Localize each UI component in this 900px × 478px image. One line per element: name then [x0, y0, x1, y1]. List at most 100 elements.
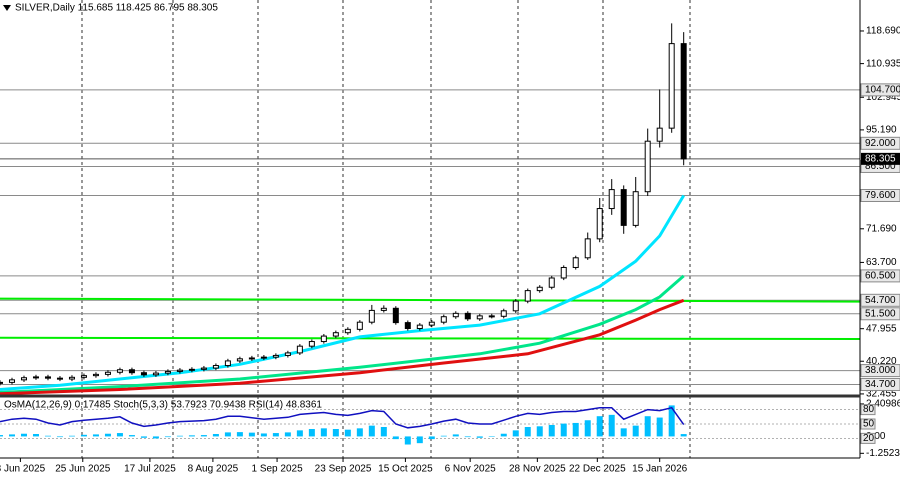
osma-bar [176, 435, 183, 437]
y-tick-label: 102.945 [866, 92, 900, 103]
candle-body [272, 354, 279, 358]
osma-bar [68, 435, 75, 437]
indicator-tick-label: -1.25236 [866, 448, 900, 459]
osma-bar [92, 434, 99, 437]
osma-bar [356, 428, 363, 437]
x-tick-label: 23 Sep 2025 [315, 464, 372, 475]
trendline [0, 336, 861, 341]
trendline [0, 297, 861, 303]
candle-body [632, 191, 639, 226]
osma-bar [464, 436, 471, 438]
osma-bar [560, 423, 567, 437]
osma-bar [296, 430, 303, 437]
candle-body [620, 189, 627, 226]
candle-body [248, 357, 255, 360]
osma-bar [188, 435, 195, 437]
candle-body [320, 335, 327, 343]
candle-body [0, 381, 3, 384]
osma-bar [164, 436, 171, 438]
rsi-tick-label: 50 [863, 419, 875, 430]
osma-bar [0, 435, 3, 437]
y-tick-label: 63.700 [866, 257, 897, 268]
level-label-box [860, 189, 900, 203]
candle-body [596, 208, 603, 240]
y-tick-label: 71.690 [866, 223, 897, 234]
y-tick-label: 32.455 [866, 389, 897, 400]
candle-body [152, 372, 159, 376]
candle-body [56, 377, 63, 380]
indicator-title: OsMA(12,26,9) 0.17485 Stoch(5,3,3) 53.79… [4, 400, 322, 411]
candle-body [20, 377, 27, 381]
osma-bar [56, 436, 63, 438]
candle-body [380, 307, 387, 311]
candle-body [200, 367, 207, 370]
osma-bar [140, 436, 147, 438]
rsi-tick-label: 20 [863, 433, 875, 444]
osma-bar [284, 432, 291, 437]
candle-body [92, 373, 99, 377]
candle-body [80, 375, 87, 378]
indicator-tick-label: 2.40986 [866, 399, 900, 410]
level-label: 38.000 [865, 365, 896, 376]
osma-bar [500, 433, 507, 437]
candle-body [44, 376, 51, 379]
candle-body [212, 365, 219, 369]
osma-bar [32, 434, 39, 437]
candle-body [236, 358, 243, 362]
osma-bar [572, 422, 579, 437]
x-tick-label: 15 Oct 2025 [378, 464, 433, 475]
rsi-tick-label: 80 [863, 404, 875, 415]
current-price-box [861, 152, 900, 165]
candle-body [116, 369, 123, 373]
osma-bar [44, 435, 51, 437]
candle-body [8, 379, 15, 383]
osma-bar [596, 416, 603, 437]
candle-body [428, 321, 435, 326]
rsi-tick-box [860, 404, 876, 416]
osma-bar [440, 435, 447, 437]
osma-bar [260, 433, 267, 437]
y-tick-label: 118.690 [866, 26, 900, 37]
candle-body [356, 321, 363, 330]
level-label: 54.700 [865, 295, 896, 306]
osma-bar [272, 433, 279, 437]
osma-bar [200, 435, 207, 437]
rsi-line [0, 406, 685, 429]
candle-body [500, 310, 507, 317]
osma-bar [608, 414, 615, 437]
osma-bar [584, 420, 591, 437]
rsi-tick-box [860, 418, 876, 430]
candle-body [452, 312, 459, 318]
candle-body [476, 315, 483, 320]
candle-body [440, 316, 447, 323]
x-tick-label: 25 Jun 2025 [55, 464, 110, 475]
osma-bar [128, 435, 135, 437]
level-label: 92.000 [865, 138, 896, 149]
candle-body [560, 266, 567, 279]
y-tick-label: 40.220 [866, 356, 897, 367]
osma-bar [404, 436, 411, 445]
candle-body [524, 290, 531, 302]
candle-body [392, 307, 399, 324]
candle-body [656, 127, 663, 142]
osma-bar [332, 429, 339, 437]
x-tick-label: 17 Jul 2025 [124, 464, 176, 475]
candle-body [644, 140, 651, 193]
osma-bar [428, 436, 435, 440]
menu-arrow[interactable] [3, 5, 11, 11]
candle-body [368, 309, 375, 323]
level-label: 34.700 [865, 379, 896, 390]
level-label-box [860, 83, 900, 97]
candle-body [296, 345, 303, 354]
y-tick-label: 47.955 [866, 323, 897, 334]
osma-bar [236, 432, 243, 437]
candle-body [464, 312, 471, 320]
osma-bar [392, 436, 399, 440]
osma-bar [116, 433, 123, 437]
candle-body [608, 189, 615, 210]
candle-body [584, 238, 591, 259]
osma-bar [320, 428, 327, 437]
osma-bar [680, 434, 687, 437]
